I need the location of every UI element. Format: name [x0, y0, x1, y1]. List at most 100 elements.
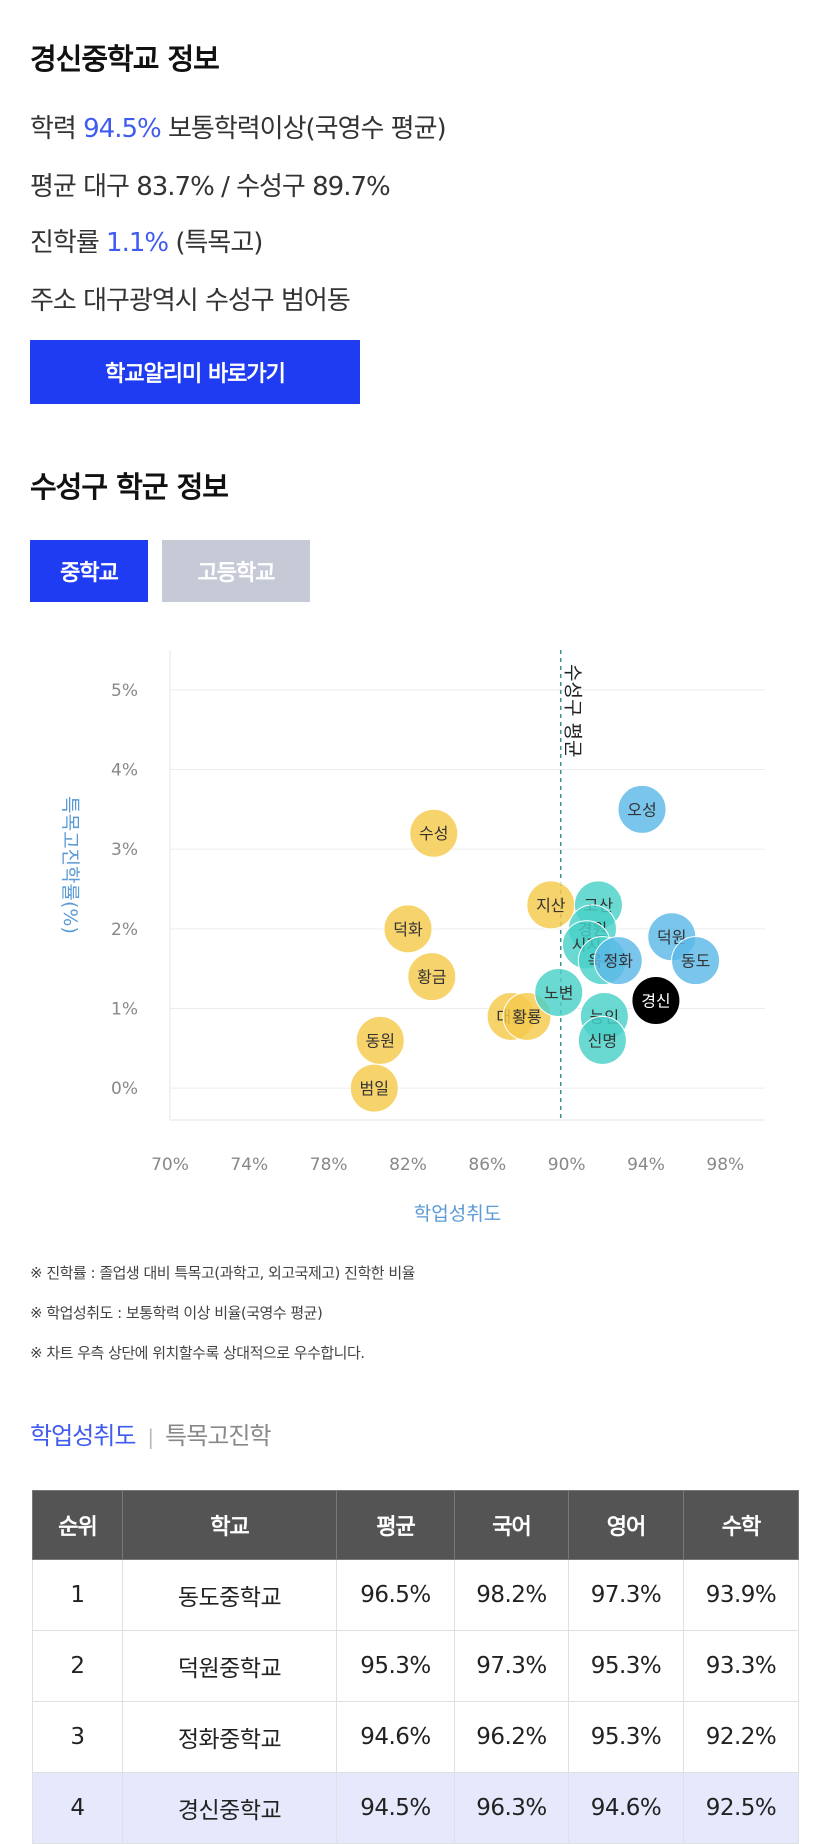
data-point-label: 덕화	[393, 920, 423, 939]
x-tick-label: 70%	[151, 1155, 189, 1175]
data-point-label: 덕원	[657, 928, 686, 947]
data-point-label: 정화	[604, 952, 634, 971]
cell-korean: 98.2%	[454, 1559, 569, 1631]
data-point	[407, 952, 457, 1002]
cell-math: 92.2%	[683, 1701, 799, 1773]
cell-english: 94.6%	[568, 1772, 684, 1844]
average-line: 평균 대구 83.7% / 수성구 89.7%	[30, 172, 391, 202]
header-school: 학교	[122, 1490, 337, 1560]
table-row: 2 덕원중학교 95.3% 97.3% 95.3% 93.3%	[32, 1630, 799, 1702]
cell-korean: 97.3%	[454, 1630, 569, 1702]
scatter-chart: 0% 1% 2% 3% 4% 5% 70% 74% 78% 82% 86% 90% 94% 98% 학업성취…	[59, 650, 765, 1225]
cell-math: 92.5%	[683, 1772, 799, 1844]
cell-korean: 96.2%	[454, 1701, 569, 1773]
data-point-label: 범일	[360, 1079, 389, 1098]
cell-korean: 96.3%	[454, 1772, 569, 1844]
cell-math: 93.3%	[683, 1630, 799, 1702]
data-point-label: 오성	[627, 800, 656, 819]
tab-middle-school[interactable]: 중학교	[30, 540, 148, 602]
note-chart: ※ 차트 우측 상단에 위치할수록 상대적으로 우수합니다.	[30, 1344, 365, 1362]
academic-label: 학력	[30, 114, 77, 144]
admission-value: 1.1%	[106, 228, 169, 258]
cell-english: 95.3%	[568, 1701, 684, 1773]
data-point-label: 동원	[366, 1031, 395, 1050]
cell-english: 97.3%	[568, 1559, 684, 1631]
cell-average: 94.5%	[336, 1772, 455, 1844]
data-point	[383, 904, 433, 954]
y-axis-label: 특목고진학률(%)	[59, 796, 81, 934]
header-korean: 국어	[454, 1490, 569, 1560]
x-axis-label: 학업성취도	[414, 1203, 501, 1225]
header-math: 수학	[683, 1490, 799, 1560]
data-point-label: 신명	[588, 1031, 617, 1050]
y-tick-label: 3%	[111, 840, 138, 860]
ranking-subtabs: 학업성취도 | 특목고진학	[30, 1416, 272, 1451]
data-point-label: 수성	[419, 824, 448, 843]
cell-rank: 2	[32, 1630, 123, 1702]
average-reference-label: 수성구 평균	[562, 664, 584, 757]
cell-math: 93.9%	[683, 1559, 799, 1631]
x-tick-label: 86%	[468, 1155, 506, 1175]
header-english: 영어	[568, 1490, 684, 1560]
data-point	[577, 1015, 627, 1065]
x-tick-label: 82%	[389, 1155, 427, 1175]
table-row: 1 동도중학교 96.5% 98.2% 97.3% 93.9%	[32, 1559, 799, 1631]
admission-label: 진학률	[30, 228, 100, 258]
cell-average: 96.5%	[336, 1559, 455, 1631]
ranking-table: 순위 학교 평균 국어 영어 수학 1 동도중학교 96.5% 98.2% 97…	[32, 1490, 799, 1844]
cell-average: 94.6%	[336, 1701, 455, 1773]
data-point	[617, 784, 667, 834]
x-tick-label: 98%	[706, 1155, 744, 1175]
data-point	[534, 968, 584, 1018]
note-academic: ※ 학업성취도 : 보통학력 이상 비율(국영수 평균)	[30, 1304, 323, 1322]
x-tick-label: 94%	[627, 1155, 665, 1175]
school-alimi-button[interactable]: 학교알리미 바로가기	[30, 340, 360, 404]
note-admission: ※ 진학률 : 졸업생 대비 특목고(과학고, 외고국제고) 진학한 비율	[30, 1264, 415, 1282]
header-average: 평균	[336, 1490, 455, 1560]
y-tick-label: 5%	[111, 681, 138, 701]
cell-school: 동도중학교	[122, 1559, 337, 1631]
cell-english: 95.3%	[568, 1630, 684, 1702]
data-point	[671, 936, 721, 986]
admission-desc: (특목고)	[175, 228, 263, 258]
cell-school: 덕원중학교	[122, 1630, 337, 1702]
cell-rank: 3	[32, 1701, 123, 1773]
school-title: 경신중학교 정보	[30, 42, 220, 76]
tab-high-school[interactable]: 고등학교	[162, 540, 310, 602]
y-tick-label: 0%	[111, 1079, 138, 1099]
address-line: 주소 대구광역시 수성구 범어동	[30, 286, 351, 316]
data-point	[631, 976, 681, 1026]
y-tick-label: 2%	[111, 920, 138, 940]
x-tick-label: 90%	[548, 1155, 586, 1175]
table-row: 3 정화중학교 94.6% 96.2% 95.3% 92.2%	[32, 1701, 799, 1773]
header-rank: 순위	[32, 1490, 123, 1560]
academic-line: 학력 94.5% 보통학력이상(국영수 평균)	[30, 108, 447, 145]
admission-line: 진학률 1.1% (특목고)	[30, 222, 263, 259]
data-point	[593, 936, 643, 986]
data-point-label: 지산	[536, 896, 566, 915]
data-point	[409, 808, 459, 858]
academic-value: 94.5%	[83, 114, 162, 144]
data-point-label: 황금	[417, 968, 446, 987]
table-row-highlighted: 4 경신중학교 94.5% 96.3% 94.6% 92.5%	[32, 1772, 799, 1844]
cell-school: 경신중학교	[122, 1772, 337, 1844]
cell-average: 95.3%	[336, 1630, 455, 1702]
data-point-label: 노변	[544, 984, 573, 1003]
cell-school: 정화중학교	[122, 1701, 337, 1773]
x-tick-label: 74%	[230, 1155, 268, 1175]
subtab-academic[interactable]: 학업성취도	[30, 1422, 136, 1450]
data-point-label: 동도	[681, 952, 710, 971]
cell-rank: 1	[32, 1559, 123, 1631]
y-tick-label: 1%	[111, 999, 138, 1019]
table-header-row: 순위 학교 평균 국어 영어 수학	[32, 1490, 799, 1560]
district-title: 수성구 학군 정보	[30, 470, 229, 504]
data-point	[355, 1015, 405, 1065]
academic-desc: 보통학력이상(국영수 평균)	[167, 114, 447, 144]
x-tick-label: 78%	[310, 1155, 348, 1175]
data-point	[349, 1063, 399, 1113]
cell-rank: 4	[32, 1772, 123, 1844]
subtab-divider: |	[147, 1425, 154, 1449]
data-point-label: 경신	[641, 992, 670, 1011]
subtab-special-admission[interactable]: 특목고진학	[165, 1422, 271, 1450]
y-tick-label: 4%	[111, 760, 138, 780]
